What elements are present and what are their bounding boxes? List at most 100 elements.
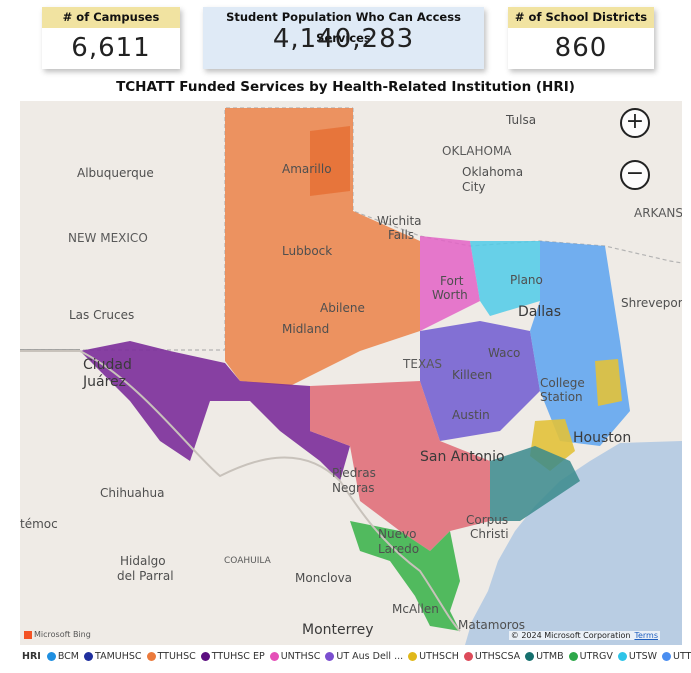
label-corpus-christi-2: Christi bbox=[470, 527, 509, 541]
legend-dot-icon bbox=[146, 652, 156, 661]
label-new-mexico: NEW MEXICO bbox=[68, 231, 148, 245]
label-abilene: Abilene bbox=[320, 301, 365, 315]
kpi-districts-value: 860 bbox=[554, 33, 608, 63]
label-houston: Houston bbox=[573, 430, 631, 446]
legend-item-tamuhsc[interactable]: TAMUHSC bbox=[84, 651, 142, 662]
kpi-districts-card: # of School Districts 860 bbox=[508, 7, 654, 69]
label-las-cruces: Las Cruces bbox=[69, 308, 134, 322]
legend-title: HRI bbox=[22, 651, 41, 662]
legend-dot-icon bbox=[200, 652, 210, 661]
region-unthsc bbox=[420, 236, 480, 331]
legend-label: BCM bbox=[57, 651, 79, 662]
legend-label: UTHSCH bbox=[419, 651, 459, 662]
label-coahuila: COAHUILA bbox=[224, 556, 272, 566]
label-monterrey: Monterrey bbox=[302, 622, 373, 638]
legend-label: UTHSCSA bbox=[474, 651, 521, 662]
legend-label: UTRGV bbox=[579, 651, 613, 662]
label-ciudad-juarez-2: Juárez bbox=[82, 374, 126, 390]
label-piedras-negras-2: Negras bbox=[332, 481, 375, 495]
legend-item-utmb[interactable]: UTMB bbox=[525, 651, 564, 662]
legend-item-uthscsa[interactable]: UTHSCSA bbox=[463, 651, 521, 662]
label-college-station: College bbox=[540, 376, 585, 390]
label-wichita-falls: Wichita bbox=[377, 214, 422, 228]
label-amarillo: Amarillo bbox=[282, 162, 332, 176]
region-uthscsa bbox=[310, 381, 490, 551]
label-temoc: témoc bbox=[20, 517, 58, 531]
region-utmb bbox=[490, 446, 580, 521]
zoom-in-button[interactable]: + bbox=[620, 108, 650, 138]
region-ttuhsc-dark bbox=[310, 126, 350, 196]
label-albuquerque: Albuquerque bbox=[77, 166, 154, 180]
map-title: TCHATT Funded Services by Health-Related… bbox=[116, 79, 575, 95]
label-oklahoma-city-2: City bbox=[462, 180, 486, 194]
copyright-text: © 2024 Microsoft Corporation bbox=[510, 631, 631, 640]
legend-label: UTMB bbox=[536, 651, 564, 662]
label-arkansas: ARKANS bbox=[634, 206, 682, 220]
legend-item-utsw[interactable]: UTSW bbox=[617, 651, 658, 662]
label-oklahoma-city: Oklahoma bbox=[462, 165, 523, 179]
legend-label: UT Aus Dell ... bbox=[336, 651, 404, 662]
kpi-population-label: Student Population Who Can Access Servic… bbox=[226, 10, 461, 45]
legend-label: TTUHSC bbox=[157, 651, 196, 662]
label-dallas: Dallas bbox=[518, 304, 561, 320]
legend-dot-icon bbox=[617, 652, 627, 661]
label-ciudad-juarez: Ciudad bbox=[83, 357, 132, 373]
label-austin: Austin bbox=[452, 408, 490, 422]
legend-label: UTTHSC bbox=[673, 651, 691, 662]
label-nuevo-laredo: Nuevo bbox=[378, 527, 416, 541]
label-midland: Midland bbox=[282, 322, 329, 336]
legend-dot-icon bbox=[84, 652, 93, 661]
terms-link[interactable]: Terms bbox=[634, 631, 658, 640]
label-wichita-falls-2: Falls bbox=[388, 228, 414, 242]
kpi-population-value: 4,140,283 bbox=[272, 24, 415, 54]
legend-item-ttuhsc-ep[interactable]: TTUHSC EP bbox=[200, 651, 265, 662]
legend-dot-icon bbox=[269, 652, 279, 661]
label-shreveport: Shreveport bbox=[621, 296, 682, 310]
label-mcallen: McAllen bbox=[392, 602, 439, 616]
legend-item-ttuhsc[interactable]: TTUHSC bbox=[146, 651, 196, 662]
label-plano: Plano bbox=[510, 273, 543, 287]
legend-item-ut-aus-dell[interactable]: UT Aus Dell ... bbox=[325, 651, 403, 662]
region-utrgv bbox=[350, 521, 460, 631]
region-utsw bbox=[470, 241, 540, 316]
map-canvas[interactable]: Tulsa OKLAHOMA Oklahoma City Albuquerque… bbox=[20, 101, 682, 645]
label-monclova: Monclova bbox=[295, 571, 352, 585]
zoom-out-button[interactable]: − bbox=[620, 160, 650, 190]
legend-item-bcm[interactable]: BCM bbox=[46, 651, 79, 662]
bing-logo-text: Microsoft Bing bbox=[34, 630, 91, 639]
label-hidalgo-2: del Parral bbox=[117, 569, 174, 583]
kpi-districts-label: # of School Districts bbox=[508, 7, 654, 28]
label-matamoros: Matamoros bbox=[458, 618, 525, 632]
label-nuevo-laredo-2: Laredo bbox=[378, 542, 419, 556]
bing-logo: Microsoft Bing bbox=[24, 630, 91, 639]
label-corpus-christi: Corpus bbox=[466, 513, 508, 527]
label-tulsa: Tulsa bbox=[505, 113, 536, 127]
label-hidalgo: Hidalgo bbox=[120, 554, 166, 568]
legend-dot-icon bbox=[525, 652, 535, 661]
legend-dot-icon bbox=[662, 652, 672, 661]
kpi-campuses-label: # of Campuses bbox=[42, 7, 180, 28]
legend-item-unthsc[interactable]: UNTHSC bbox=[269, 651, 321, 662]
legend-item-utrgv[interactable]: UTRGV bbox=[568, 651, 613, 662]
legend-dot-icon bbox=[568, 652, 578, 661]
legend-label: UNTHSC bbox=[280, 651, 321, 662]
legend-dot-icon bbox=[46, 652, 56, 661]
label-college-station-2: Station bbox=[540, 390, 583, 404]
legend-dot-icon bbox=[463, 652, 473, 661]
legend-label: UTSW bbox=[628, 651, 658, 662]
legend-item-utthsc[interactable]: UTTHSC bbox=[662, 651, 691, 662]
region-ut-austin bbox=[420, 321, 540, 441]
label-piedras-negras: Piedras bbox=[332, 466, 376, 480]
kpi-population-card: Student Population Who Can Access Servic… bbox=[203, 7, 484, 69]
label-lubbock: Lubbock bbox=[282, 244, 332, 258]
kpi-campuses-card: # of Campuses 6,611 bbox=[42, 7, 180, 69]
kpi-campuses-value: 6,611 bbox=[71, 33, 151, 63]
region-uthsch-east bbox=[595, 359, 622, 406]
legend-item-uthsch[interactable]: UTHSCH bbox=[408, 651, 459, 662]
label-oklahoma: OKLAHOMA bbox=[442, 144, 512, 158]
map-svg: Tulsa OKLAHOMA Oklahoma City Albuquerque… bbox=[20, 101, 682, 645]
map-copyright: © 2024 Microsoft Corporation Terms bbox=[508, 631, 660, 640]
label-san-antonio: San Antonio bbox=[420, 449, 505, 465]
bing-logo-icon bbox=[24, 630, 32, 639]
label-fort-worth-2: Worth bbox=[432, 288, 468, 302]
